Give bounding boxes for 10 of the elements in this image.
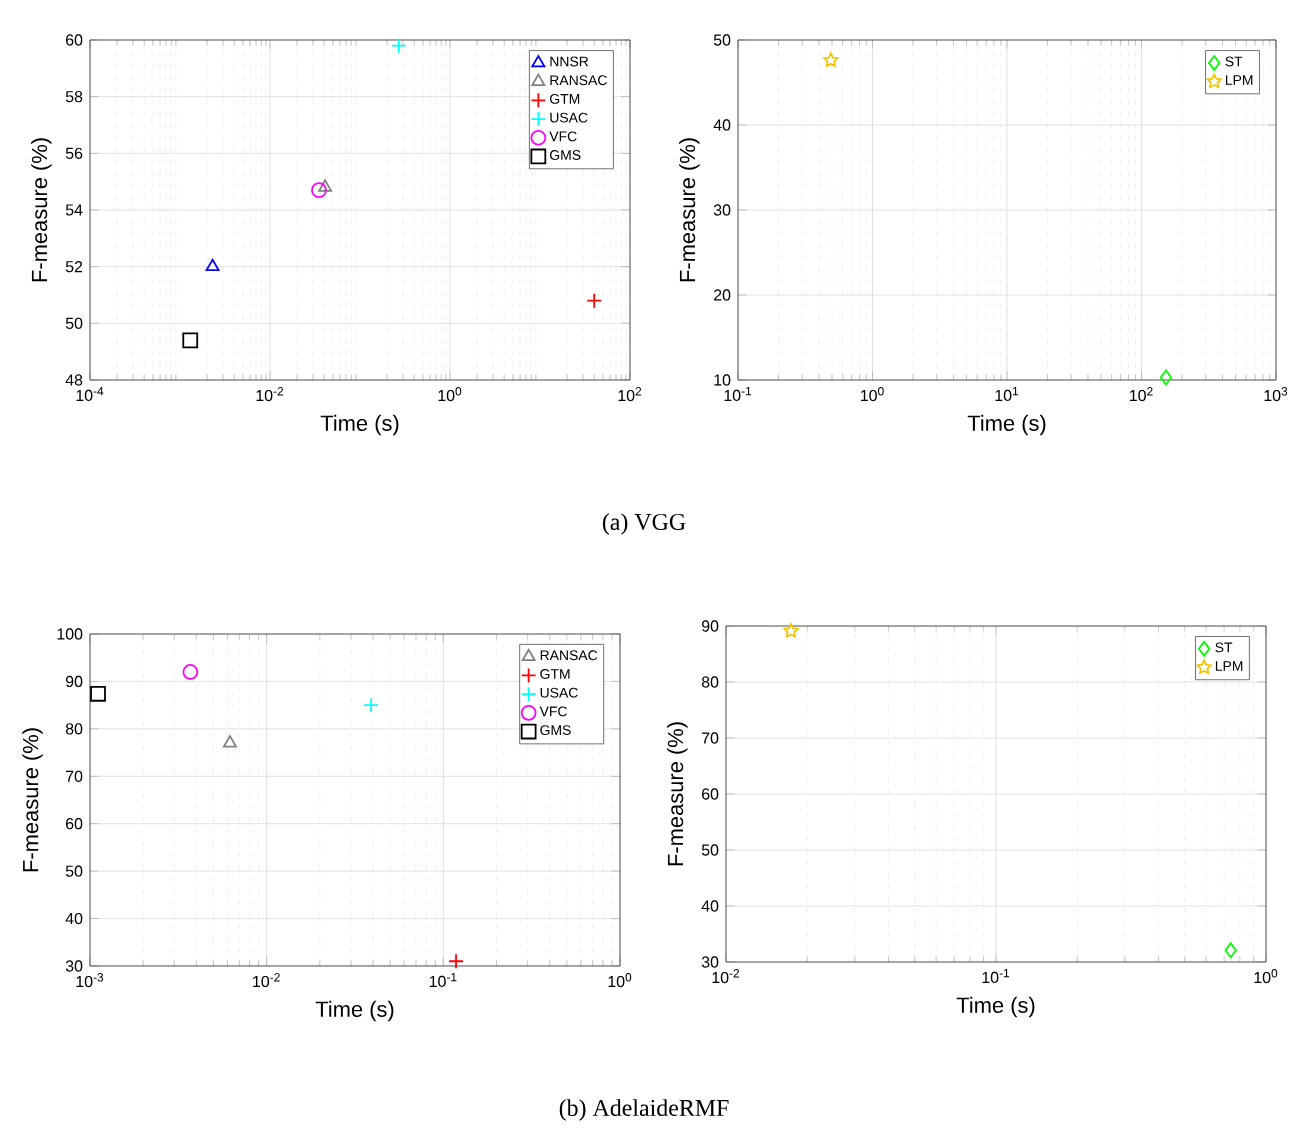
x-axis-title: Time (s)	[320, 414, 399, 436]
y-axis-title: F-measure (%)	[31, 138, 52, 282]
x-axis-title: Time (s)	[967, 414, 1046, 436]
y-axis-title: F-measure (%)	[667, 722, 688, 866]
x-axis-title: Time (s)	[315, 1000, 394, 1022]
y-axis-title: F-measure (%)	[679, 138, 700, 282]
text: (b) AdelaideRMF	[559, 1099, 729, 1121]
x-axis-title: Time (s)	[956, 996, 1035, 1018]
y-axis-title: F-measure (%)	[22, 728, 43, 872]
text: (a) VGG	[602, 513, 686, 535]
